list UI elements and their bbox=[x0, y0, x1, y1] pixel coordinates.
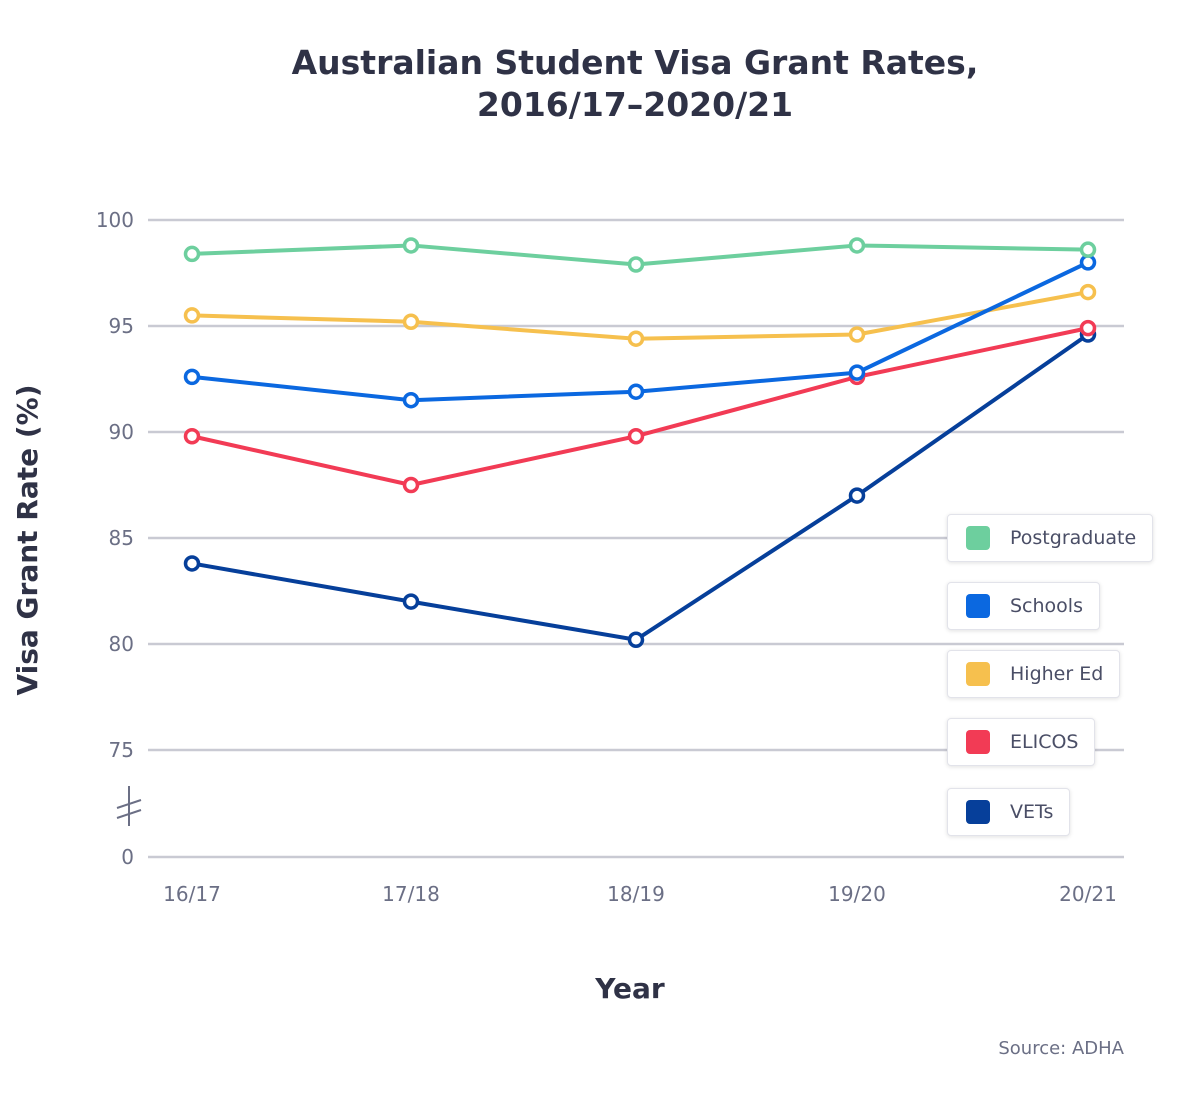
axis-break-icon bbox=[116, 786, 142, 826]
data-point bbox=[627, 330, 645, 347]
data-point bbox=[1079, 241, 1097, 258]
y-tick-label: 85 bbox=[109, 526, 134, 550]
legend-swatch bbox=[966, 730, 990, 754]
data-point bbox=[627, 256, 645, 273]
data-point bbox=[848, 364, 866, 381]
chart-title-line2: 2016/17–2020/21 bbox=[476, 85, 794, 124]
legend-item: ELICOS bbox=[947, 718, 1096, 766]
data-point bbox=[627, 631, 645, 649]
data-point bbox=[183, 368, 201, 386]
x-tick-label: 19/20 bbox=[828, 882, 886, 906]
x-tick-label: 20/21 bbox=[1059, 882, 1117, 906]
y-tick-label: 75 bbox=[109, 738, 134, 762]
series-higher-ed bbox=[183, 283, 1097, 347]
y-tick-label: 95 bbox=[109, 314, 134, 338]
data-point bbox=[848, 326, 866, 343]
legend-swatch bbox=[966, 594, 990, 618]
y-tick-label: 90 bbox=[109, 420, 134, 444]
legend-label: VETs bbox=[1010, 801, 1054, 823]
legend-swatch bbox=[966, 800, 990, 824]
data-point bbox=[848, 487, 866, 504]
y-tick-label: 100 bbox=[96, 208, 134, 232]
data-point bbox=[848, 237, 866, 254]
x-tick-label: 16/17 bbox=[163, 882, 221, 906]
legend-item: Postgraduate bbox=[947, 514, 1154, 562]
legend-item: Higher Ed bbox=[947, 650, 1121, 698]
series-schools bbox=[183, 254, 1097, 409]
data-point bbox=[1079, 319, 1097, 337]
y-axis-label: Visa Grant Rate (%) bbox=[11, 384, 44, 695]
source-note: Source: ADHA bbox=[998, 1038, 1124, 1059]
y-tick-label: 0 bbox=[121, 845, 134, 869]
legend-label: Higher Ed bbox=[1010, 663, 1104, 685]
data-point bbox=[402, 476, 420, 494]
y-tick-label: 80 bbox=[109, 632, 134, 656]
data-point bbox=[183, 427, 201, 445]
series-elicos bbox=[183, 319, 1097, 494]
data-point bbox=[627, 427, 645, 445]
data-point bbox=[627, 383, 645, 400]
x-axis-label: Year bbox=[594, 972, 665, 1005]
legend-label: Schools bbox=[1010, 595, 1083, 617]
data-point bbox=[402, 593, 420, 610]
data-point bbox=[1079, 283, 1097, 301]
legend-swatch bbox=[966, 662, 990, 686]
legend-swatch bbox=[966, 526, 990, 550]
chart-title: Australian Student Visa Grant Rates, 201… bbox=[0, 42, 1200, 126]
x-tick-label: 18/19 bbox=[607, 882, 665, 906]
data-point bbox=[402, 313, 420, 331]
data-point bbox=[402, 391, 420, 409]
data-point bbox=[402, 237, 420, 254]
series-line bbox=[191, 326, 1089, 487]
series-line bbox=[191, 260, 1089, 403]
chart-title-line1: Australian Student Visa Grant Rates, bbox=[291, 43, 979, 82]
series-postgraduate bbox=[183, 237, 1097, 273]
data-point bbox=[183, 307, 201, 324]
legend-label: Postgraduate bbox=[1010, 527, 1137, 549]
legend-label: ELICOS bbox=[1010, 731, 1079, 753]
legend-item: Schools bbox=[947, 582, 1100, 630]
x-tick-label: 17/18 bbox=[382, 882, 440, 906]
data-point bbox=[183, 245, 201, 263]
data-point bbox=[183, 555, 201, 572]
legend-item: VETs bbox=[947, 788, 1071, 836]
